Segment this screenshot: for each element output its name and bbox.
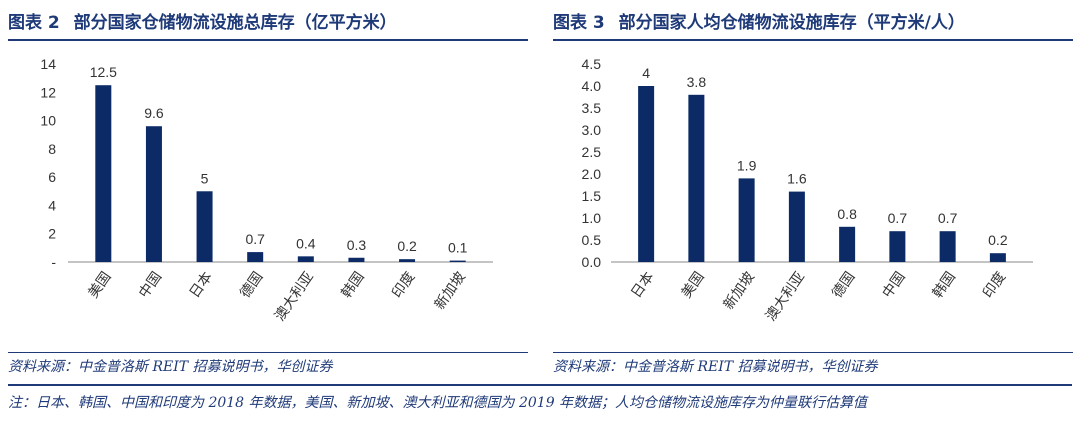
figure-3-title-rule [553, 39, 1073, 41]
y-tick-label: 2 [48, 226, 56, 242]
bar [449, 260, 466, 262]
y-tick-label: 3.5 [582, 100, 602, 116]
figure-2-source-rule [8, 352, 528, 353]
figure-3-panel: 图表 3 部分国家人均仓储物流设施库存（平方米/人） 0.0 0.5 1.0 1.5 2… [553, 0, 1073, 384]
data-label: 0.4 [296, 235, 316, 251]
y-tick-label: 4 [48, 197, 56, 213]
category-label: 美国 [85, 269, 114, 301]
category-label: 新加坡 [721, 269, 758, 313]
data-label: 0.7 [938, 210, 958, 226]
category-label: 澳大利亚 [272, 269, 317, 324]
category-label: 澳大利亚 [763, 269, 808, 324]
data-label: 4 [642, 65, 650, 81]
figure-3-source-rule [553, 352, 1073, 353]
y-tick-label: 10 [40, 113, 56, 129]
y-tick-label: 8 [48, 141, 56, 157]
y-tick-label: 1.5 [582, 188, 602, 204]
category-label: 印度 [389, 269, 418, 301]
figure-2-chart: - 2 4 6 8 10 12 14 12.5 美国 9.6 中国 5 日本 0.7 德国 0.4 澳大利亚 0.3… [40, 56, 493, 324]
footnote: 注：日本、韩国、中国和印度为 2018 年数据，美国、新加坡、澳大利亚和德国为 … [8, 395, 868, 411]
category-label: 新加坡 [432, 269, 469, 313]
figure-2-source: 资料来源：中金普洛斯 REIT 招募说明书，华创证券 [8, 359, 333, 375]
figure-2-panel: 图表 2 部分国家仓储物流设施总库存（亿平方米） - 2 4 6 8 10 12 14 12.5… [8, 0, 528, 384]
figure-3-source: 资料来源：中金普洛斯 REIT 招募说明书，华创证券 [553, 359, 878, 375]
data-label: 0.1 [448, 240, 468, 256]
category-label: 中国 [879, 269, 908, 301]
category-label: 美国 [678, 269, 707, 301]
bar [145, 126, 162, 262]
data-label: 0.7 [888, 210, 908, 226]
data-label: 0.2 [397, 238, 417, 254]
bar [788, 191, 805, 262]
y-tick-label: 0.5 [582, 232, 602, 248]
figure-3-title-text: 部分国家人均仓储物流设施库存（平方米/人） [618, 13, 965, 33]
bar [638, 86, 655, 262]
y-tick-label: 1.0 [582, 210, 602, 226]
data-label: 1.9 [737, 157, 757, 173]
figure-2-title-text: 部分国家仓储物流设施总库存（亿平方米） [73, 13, 397, 33]
bar [889, 231, 906, 262]
y-tick-label: 3.0 [582, 122, 602, 138]
y-tick-label: 6 [48, 169, 56, 185]
category-label: 印度 [980, 269, 1009, 301]
data-label: 12.5 [90, 64, 117, 80]
bar [989, 253, 1006, 262]
y-tick-label: 12 [40, 84, 56, 100]
bar [688, 94, 705, 262]
bar [738, 178, 755, 262]
category-label: 中国 [136, 269, 165, 301]
figure-2-label: 图表 2 [8, 13, 60, 33]
figure-2-title-rule [8, 39, 528, 41]
category-label: 德国 [237, 269, 266, 301]
y-tick-label: 2.0 [582, 166, 602, 182]
y-tick-label: 4.5 [582, 56, 602, 72]
y-tick-label: 2.5 [582, 144, 602, 160]
category-label: 韩国 [339, 269, 368, 301]
y-tick-label: - [51, 254, 56, 270]
category-label: 韩国 [930, 269, 959, 301]
category-label: 日本 [187, 269, 216, 301]
figure-3-label: 图表 3 [553, 13, 605, 33]
data-label: 0.3 [347, 237, 367, 253]
bar [839, 226, 856, 262]
data-label: 5 [201, 170, 209, 186]
figure-3-chart: 0.0 0.5 1.0 1.5 2.0 2.5 3.0 3.5 4.0 4.5 4 日本 3.8 美国 1.… [582, 56, 1033, 324]
figure-3-title: 图表 3 部分国家人均仓储物流设施库存（平方米/人） [553, 8, 1073, 36]
bar [399, 259, 416, 262]
data-label: 0.2 [988, 232, 1008, 248]
y-tick-label: 0.0 [582, 254, 602, 270]
category-label: 德国 [829, 269, 858, 301]
bar [939, 231, 956, 262]
footnote-rule [8, 384, 1072, 386]
bar [247, 252, 264, 262]
bar [348, 257, 365, 262]
y-tick-label: 14 [40, 56, 56, 72]
figure-2-title: 图表 2 部分国家仓储物流设施总库存（亿平方米） [8, 8, 528, 36]
bar [95, 85, 112, 262]
data-label: 9.6 [144, 105, 164, 121]
data-label: 0.7 [245, 231, 265, 247]
bar [196, 191, 213, 262]
data-label: 0.8 [837, 206, 857, 222]
data-label: 1.6 [787, 171, 807, 187]
bar [297, 256, 314, 262]
y-tick-label: 4.0 [582, 78, 602, 94]
category-label: 日本 [628, 269, 657, 301]
data-label: 3.8 [687, 74, 707, 90]
